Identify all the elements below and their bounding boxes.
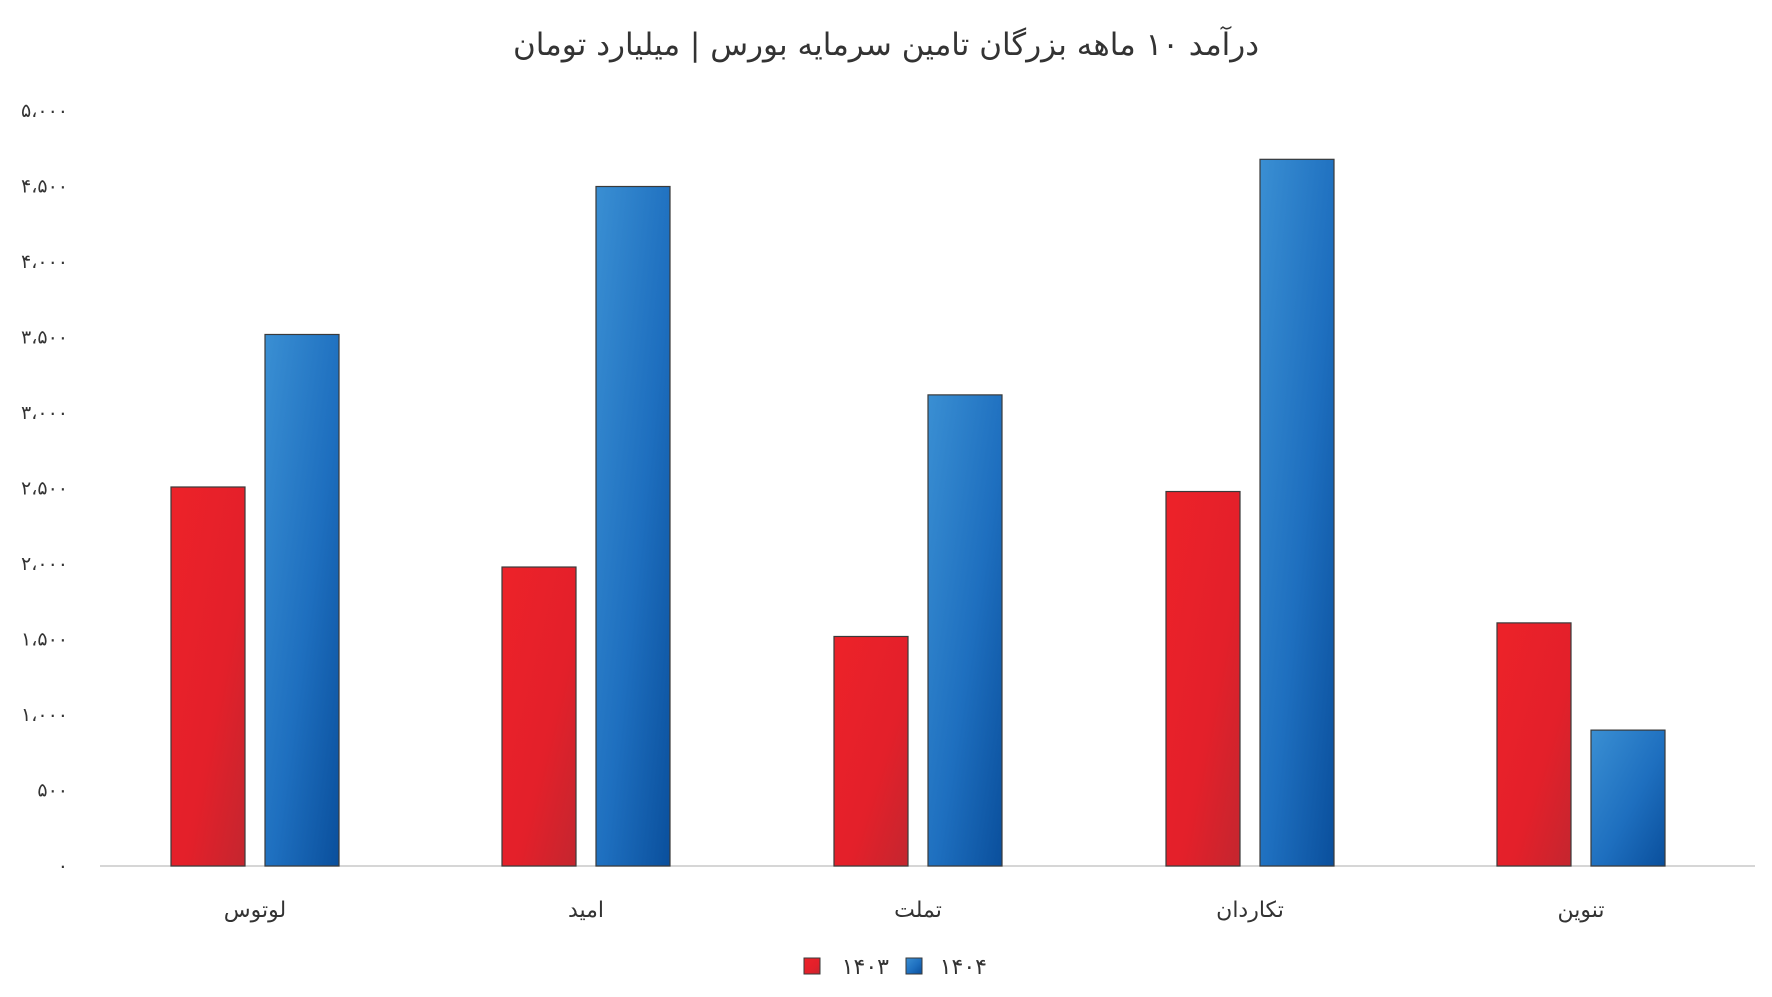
x-axis: لوتوس امید تملت تکاردان تنوین (224, 898, 1605, 923)
y-tick-label: ۵۰۰ (37, 780, 68, 802)
legend: ۱۴۰۳ ۱۴۰۴ (803, 955, 987, 980)
legend-swatch-s1403 (803, 957, 821, 975)
x-category-label: لوتوس (224, 898, 286, 923)
y-tick-label: ۳،۰۰۰ (21, 402, 68, 424)
y-tick-label: ۲،۵۰۰ (21, 478, 68, 500)
bars-group (170, 158, 1666, 867)
x-category-label: تنوین (1558, 898, 1605, 923)
y-tick-label: ۵،۰۰۰ (21, 100, 68, 122)
bar-s1404-1 (595, 185, 671, 867)
bar-s1404-3 (1259, 158, 1335, 867)
legend-label-s1404: ۱۴۰۴ (940, 955, 987, 980)
y-axis: ۰ ۵۰۰ ۱،۰۰۰ ۱،۵۰۰ ۲،۰۰۰ ۲،۵۰۰ ۳،۰۰۰ ۳،۵۰۰ ۴،۰۰۰ ۴… (21, 100, 68, 877)
y-tick-label: ۰ (58, 855, 68, 877)
bar-s1403-0 (170, 486, 246, 867)
y-tick-label: ۱،۵۰۰ (21, 629, 68, 651)
bar-s1403-2 (833, 635, 909, 867)
bar-s1404-2 (927, 394, 1003, 867)
legend-swatch-s1404 (905, 957, 923, 975)
legend-label-s1403: ۱۴۰۳ (842, 955, 889, 980)
y-tick-label: ۱،۰۰۰ (21, 704, 68, 726)
chart-title: درآمد ۱۰ ماهه بزرگان تامین سرمایه بورس |… (513, 25, 1259, 63)
bar-s1403-1 (501, 566, 577, 867)
bar-s1404-4 (1590, 729, 1666, 867)
bar-s1403-4 (1496, 622, 1572, 867)
y-tick-label: ۴،۰۰۰ (21, 251, 68, 273)
y-tick-label: ۳،۵۰۰ (21, 327, 68, 349)
bar-s1404-0 (264, 333, 340, 867)
y-tick-label: ۲،۰۰۰ (21, 553, 68, 575)
x-category-label: امید (568, 898, 604, 923)
y-tick-label: ۴،۵۰۰ (21, 176, 68, 198)
bar-s1403-3 (1165, 490, 1241, 867)
x-category-label: تملت (894, 898, 942, 923)
x-category-label: تکاردان (1216, 898, 1284, 923)
